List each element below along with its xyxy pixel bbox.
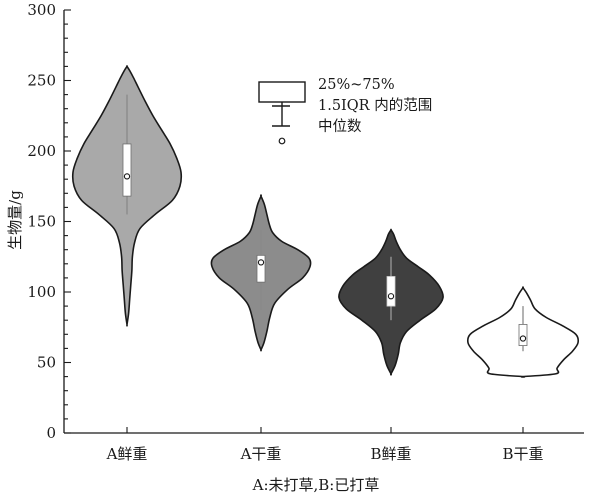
y-tick-label: 100 — [27, 283, 56, 301]
y-tick-label: 300 — [27, 1, 56, 19]
iqr-box — [518, 324, 528, 346]
legend-median-marker — [278, 137, 286, 145]
legend-box-swatch — [258, 81, 306, 103]
median-marker — [387, 293, 395, 300]
legend-whisker-label: 1.5IQR 内的范围 — [318, 97, 432, 114]
y-tick-label: 50 — [37, 354, 56, 372]
legend-median-label: 中位数 — [318, 118, 362, 135]
median-marker — [123, 173, 131, 180]
iqr-box — [122, 143, 132, 197]
violin-plots — [71, 65, 580, 378]
axes: 0 50 100 150 200 250 300 A鲜重 A干重 B鲜重 B干重 — [27, 1, 584, 463]
x-tick-label: B鲜重 — [370, 445, 411, 463]
legend-box-label: 25%~75% — [318, 77, 395, 93]
median-marker — [519, 335, 527, 342]
iqr-box — [256, 254, 266, 283]
x-tick-label: A干重 — [240, 445, 282, 463]
y-tick-label: 0 — [46, 424, 56, 442]
y-tick-label: 200 — [27, 142, 56, 160]
y-tick-label: 150 — [27, 213, 56, 231]
x-tick-label: A鲜重 — [106, 445, 148, 463]
y-tick-label: 250 — [27, 72, 56, 90]
x-axis-title: A:未打草,B:已打草 — [252, 476, 380, 494]
x-tick-label: B干重 — [502, 445, 543, 463]
legend: 25%~75% 1.5IQR 内的范围 中位数 — [258, 77, 432, 145]
y-axis-title: 生物量/g — [6, 190, 24, 250]
iqr-box — [386, 276, 396, 307]
median-marker — [257, 259, 265, 266]
